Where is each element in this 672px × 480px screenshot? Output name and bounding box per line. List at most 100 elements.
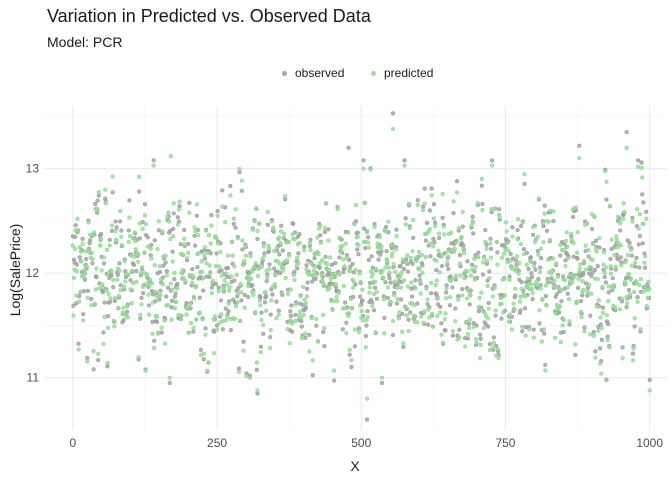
predicted-point <box>122 259 127 264</box>
predicted-point <box>437 270 442 275</box>
predicted-point <box>559 287 564 293</box>
observed-point <box>121 317 126 323</box>
observed-point <box>173 291 178 296</box>
observed-point <box>529 271 534 276</box>
predicted-point <box>450 276 455 281</box>
predicted-point <box>73 246 78 252</box>
predicted-point <box>300 335 305 340</box>
predicted-point <box>168 154 174 159</box>
predicted-point <box>523 333 528 338</box>
predicted-point <box>239 290 244 295</box>
predicted-point <box>543 283 548 288</box>
observed-point <box>149 242 154 248</box>
predicted-point <box>142 250 147 255</box>
predicted-point <box>454 240 459 245</box>
observed-point <box>624 130 629 135</box>
predicted-point <box>186 250 191 255</box>
predicted-point <box>101 255 107 260</box>
predicted-point <box>321 282 326 287</box>
observed-point <box>490 158 495 163</box>
predicted-point <box>506 319 512 324</box>
predicted-point <box>75 216 80 221</box>
observed-point <box>307 332 312 338</box>
observed-point <box>510 225 515 230</box>
predicted-point <box>637 282 642 288</box>
predicted-point <box>186 330 191 335</box>
predicted-point <box>349 305 355 310</box>
predicted-point <box>272 281 277 287</box>
predicted-point <box>76 347 81 352</box>
predicted-point <box>244 373 249 379</box>
predicted-point <box>532 264 537 269</box>
predicted-point <box>389 243 394 248</box>
predicted-point <box>118 208 123 214</box>
predicted-point <box>167 219 172 224</box>
predicted-point <box>624 294 629 300</box>
predicted-point <box>240 238 245 243</box>
observed-point <box>219 268 224 273</box>
observed-point <box>487 269 492 274</box>
predicted-point <box>502 293 508 298</box>
observed-point <box>347 352 352 357</box>
predicted-point <box>561 317 566 323</box>
predicted-point <box>563 263 568 269</box>
observed-point <box>94 274 99 280</box>
predicted-point <box>208 270 213 275</box>
observed-point <box>637 233 642 239</box>
predicted-point <box>155 246 160 252</box>
observed-point <box>262 300 268 305</box>
observed-point <box>450 285 455 290</box>
predicted-point <box>316 252 321 257</box>
predicted-point <box>383 265 388 270</box>
predicted-point <box>255 388 260 393</box>
predicted-point <box>570 280 575 285</box>
observed-point <box>620 345 625 350</box>
predicted-point <box>77 299 82 304</box>
predicted-point <box>607 345 612 350</box>
predicted-point <box>160 229 165 234</box>
predicted-point <box>157 264 163 269</box>
predicted-point <box>302 297 307 303</box>
observed-point <box>169 305 174 310</box>
predicted-point <box>479 290 484 295</box>
predicted-point <box>144 272 149 277</box>
predicted-point <box>458 273 463 278</box>
predicted-point <box>471 324 476 329</box>
predicted-point <box>251 293 256 298</box>
predicted-point <box>629 247 634 253</box>
predicted-point <box>197 310 202 315</box>
predicted-point <box>578 262 583 267</box>
observed-point <box>95 198 100 203</box>
predicted-point <box>596 298 602 303</box>
observed-point <box>115 272 120 278</box>
observed-point <box>119 228 124 233</box>
observed-point <box>626 287 632 293</box>
predicted-point <box>353 267 358 272</box>
observed-point <box>600 305 606 310</box>
observed-point <box>571 254 576 259</box>
observed-point <box>539 256 544 261</box>
predicted-point <box>306 272 311 277</box>
observed-point <box>438 304 443 310</box>
predicted-point <box>219 273 224 278</box>
predicted-point <box>529 282 534 287</box>
predicted-point <box>184 256 190 261</box>
predicted-point <box>478 355 483 361</box>
observed-point <box>507 274 512 279</box>
predicted-point <box>70 243 75 248</box>
predicted-point <box>277 261 283 266</box>
predicted-point <box>196 251 201 256</box>
predicted-point <box>633 260 638 265</box>
predicted-point <box>348 296 353 302</box>
observed-point <box>520 329 525 334</box>
predicted-point <box>642 254 648 259</box>
predicted-point <box>193 285 198 290</box>
observed-point <box>618 228 623 233</box>
observed-point <box>236 285 241 291</box>
predicted-point <box>243 244 248 249</box>
observed-point <box>363 245 368 251</box>
predicted-point <box>247 375 253 380</box>
observed-point <box>127 198 132 203</box>
predicted-point <box>419 252 424 258</box>
observed-point <box>382 315 387 320</box>
